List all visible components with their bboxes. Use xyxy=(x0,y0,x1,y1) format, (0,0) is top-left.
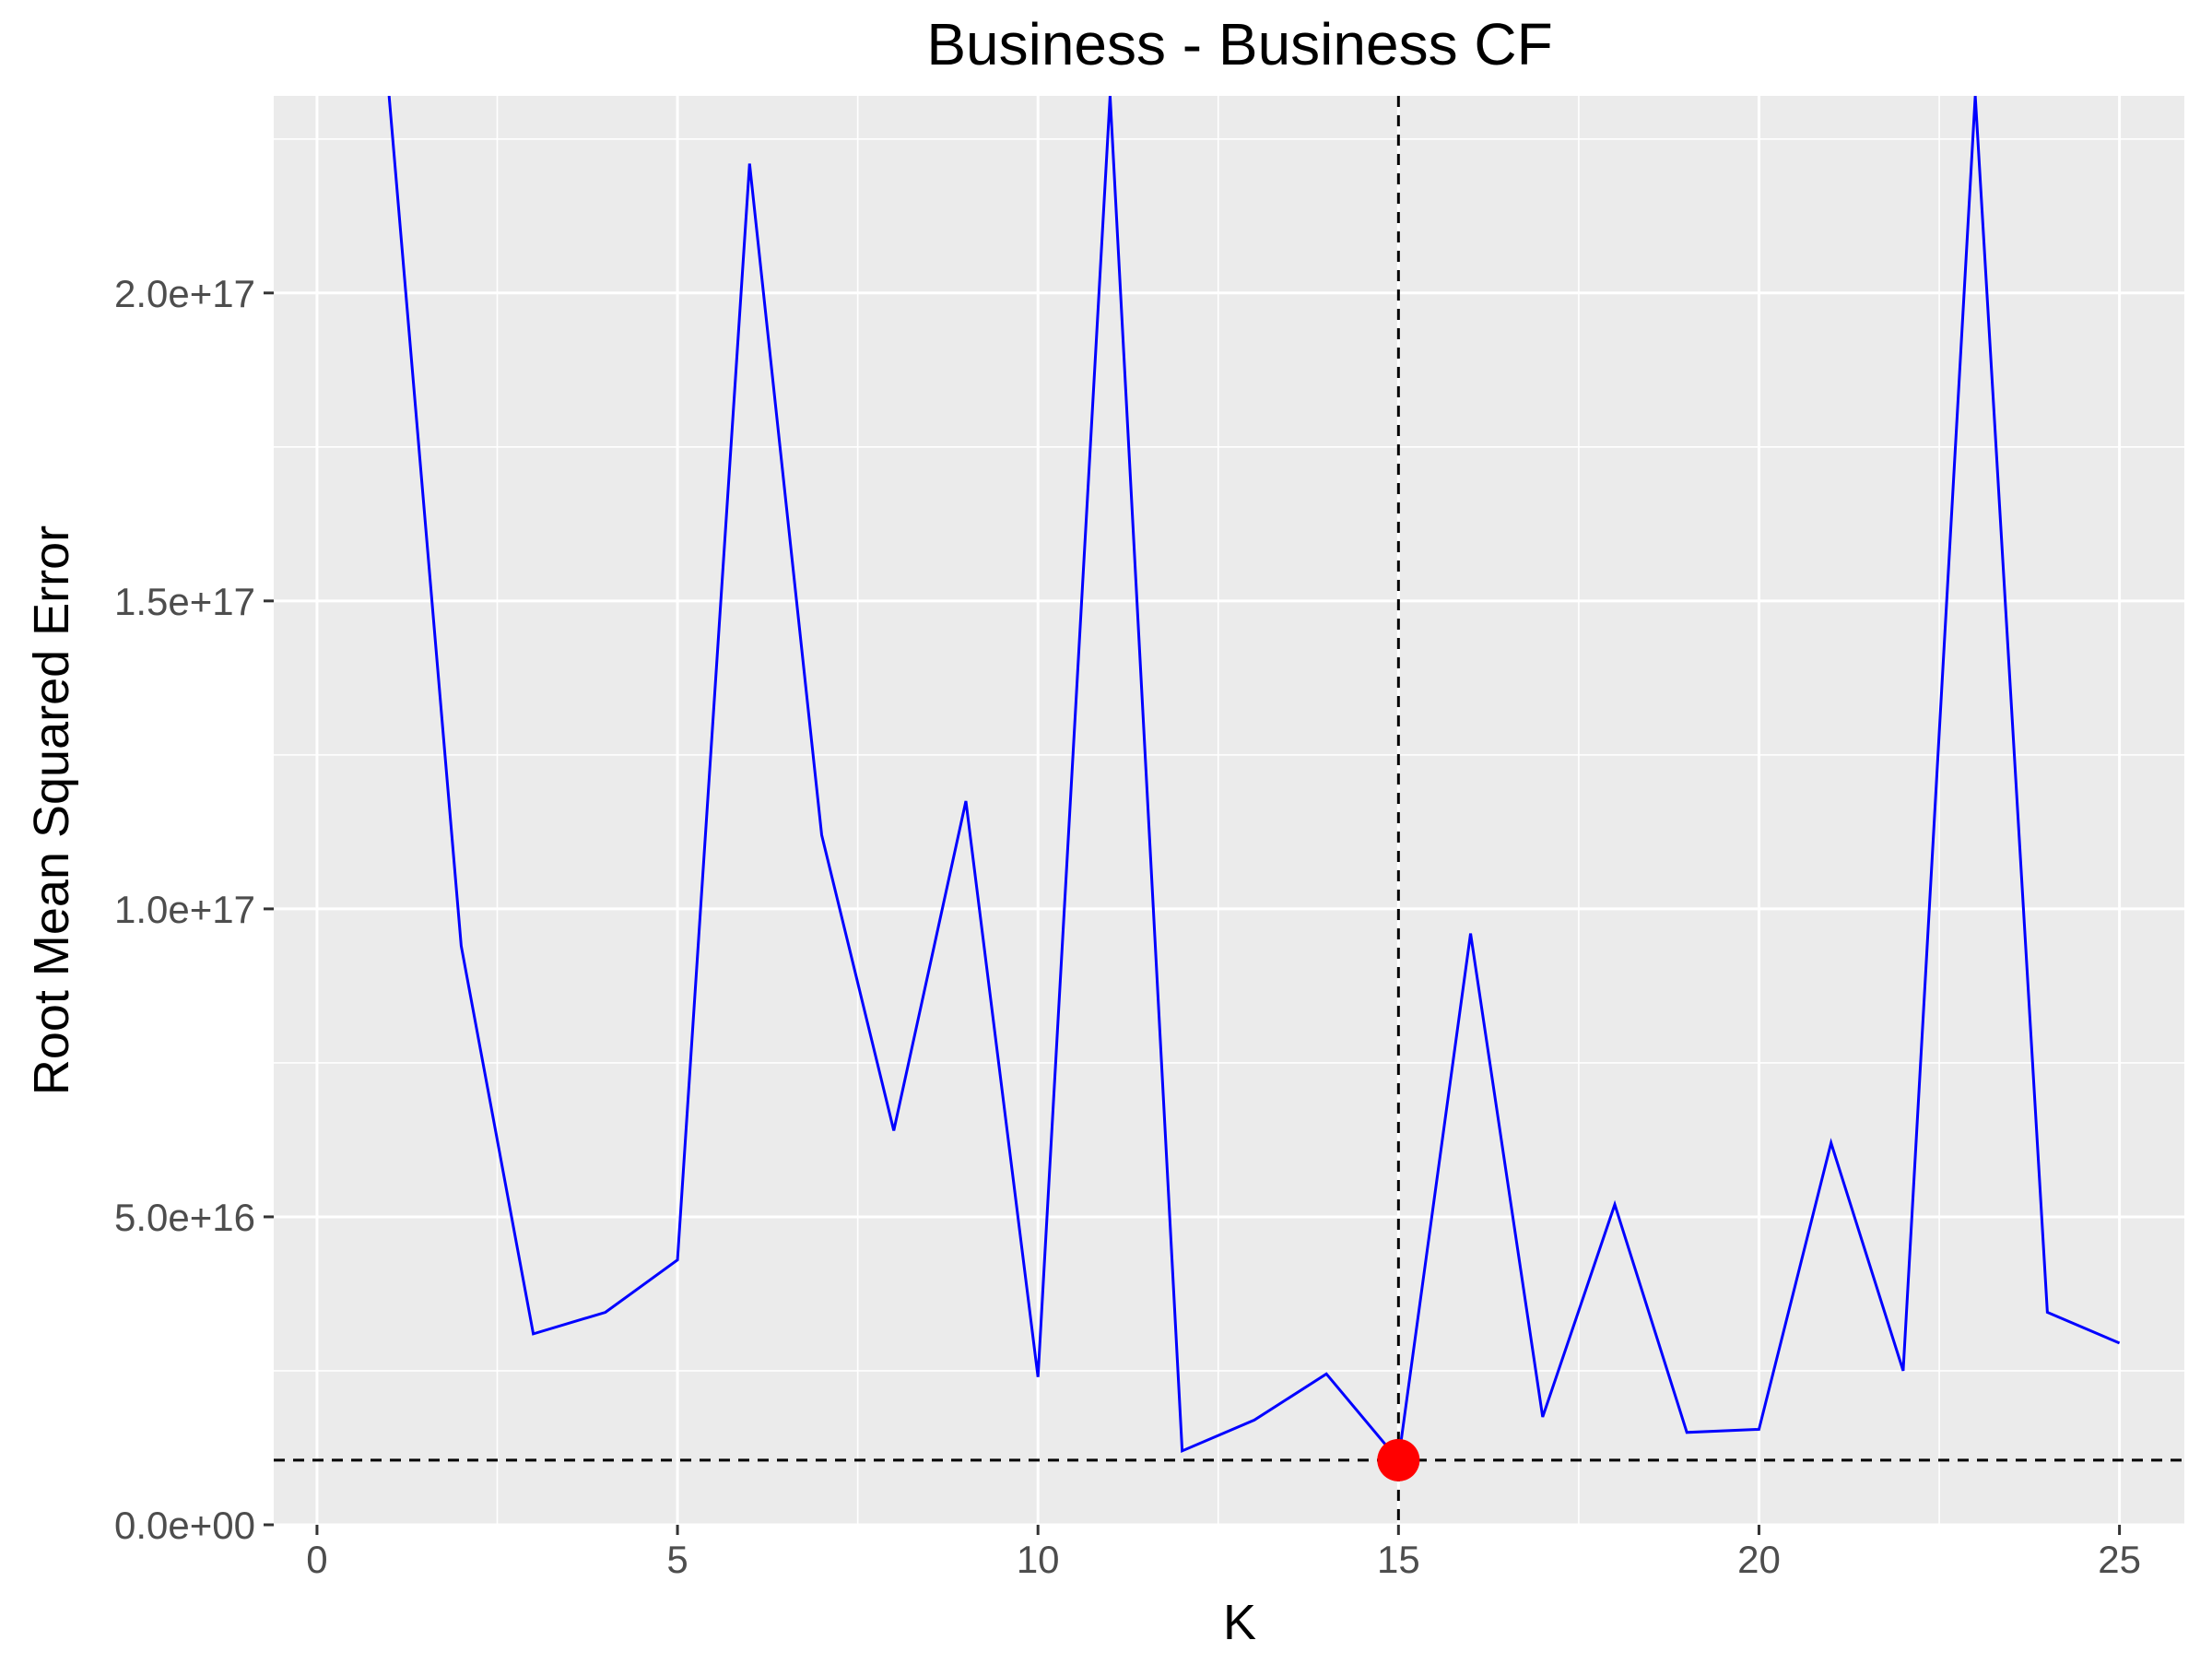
x-tick-label: 20 xyxy=(1737,1538,1781,1581)
x-tick-label: 0 xyxy=(306,1538,327,1581)
y-tick-label: 1.0e+17 xyxy=(114,888,255,931)
y-axis-label: Root Mean Squared Error xyxy=(24,525,79,1095)
y-tick-label: 1.5e+17 xyxy=(114,580,255,623)
x-axis-label: K xyxy=(1223,1595,1256,1650)
minimum-point-marker xyxy=(1377,1439,1419,1481)
y-axis: 0.0e+00 5.0e+16 1.0e+17 1.5e+17 2.0e+17 xyxy=(114,272,274,1547)
chart-title: Business - Business CF xyxy=(926,11,1552,77)
x-tick-label: 15 xyxy=(1377,1538,1420,1581)
x-axis: 0 5 10 15 20 25 xyxy=(306,1525,2141,1581)
x-tick-label: 25 xyxy=(2098,1538,2141,1581)
x-tick-label: 5 xyxy=(666,1538,688,1581)
y-tick-label: 5.0e+16 xyxy=(114,1196,255,1239)
x-tick-label: 10 xyxy=(1017,1538,1060,1581)
y-tick-label: 2.0e+17 xyxy=(114,272,255,315)
plot-panel xyxy=(274,96,2184,1525)
highlight-group xyxy=(1377,1439,1419,1481)
y-tick-label: 0.0e+00 xyxy=(114,1504,255,1547)
